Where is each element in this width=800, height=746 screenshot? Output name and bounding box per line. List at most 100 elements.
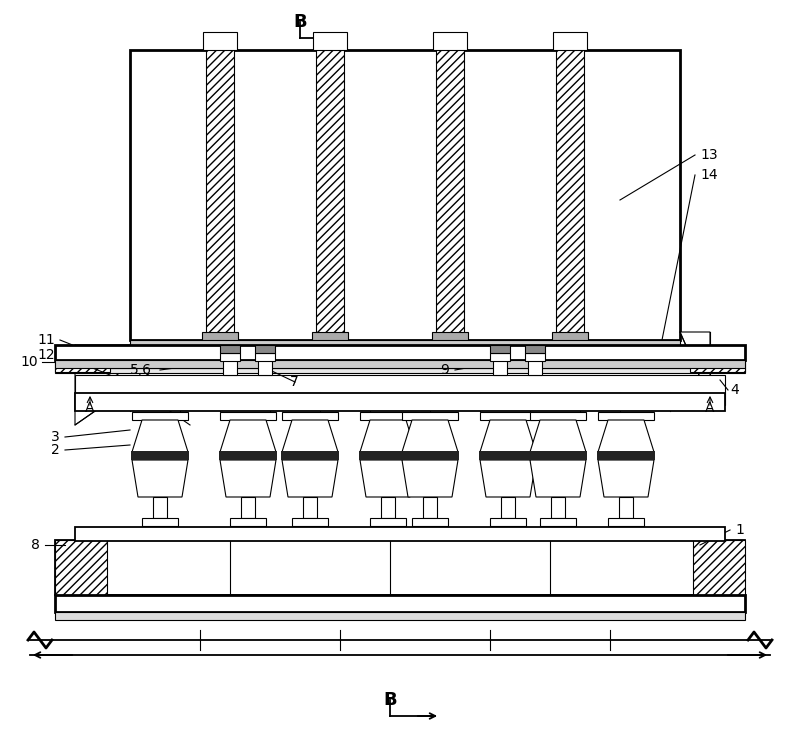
Bar <box>258 357 272 375</box>
Text: B: B <box>383 691 397 709</box>
Text: B: B <box>293 13 307 31</box>
Text: 12: 12 <box>38 348 55 362</box>
Polygon shape <box>360 420 416 452</box>
Bar <box>490 353 510 361</box>
Bar <box>219 451 277 460</box>
Bar <box>203 32 237 50</box>
Text: 9: 9 <box>440 363 449 377</box>
Polygon shape <box>282 420 338 452</box>
Bar <box>540 518 576 526</box>
Bar <box>55 368 745 373</box>
Polygon shape <box>402 460 458 497</box>
Polygon shape <box>598 420 654 452</box>
Bar <box>501 497 515 518</box>
Bar <box>55 540 745 595</box>
Polygon shape <box>282 460 338 497</box>
Bar <box>619 497 633 518</box>
Text: 11: 11 <box>38 333 55 347</box>
Polygon shape <box>132 420 188 452</box>
Text: 2: 2 <box>51 443 60 457</box>
Bar <box>316 45 344 345</box>
Text: 1: 1 <box>735 523 744 537</box>
Bar <box>282 412 338 420</box>
Bar <box>55 360 745 368</box>
Bar <box>75 375 725 393</box>
Polygon shape <box>75 345 190 425</box>
Bar <box>281 451 339 460</box>
Bar <box>359 451 417 460</box>
Bar <box>75 527 725 541</box>
Bar <box>241 497 255 518</box>
Bar <box>525 345 545 353</box>
Text: 4: 4 <box>730 383 738 397</box>
Bar <box>55 360 110 372</box>
Bar <box>479 451 537 460</box>
Bar <box>529 451 587 460</box>
Bar <box>401 451 459 460</box>
Bar <box>202 332 238 344</box>
Bar <box>292 518 328 526</box>
Bar <box>132 412 188 420</box>
Bar <box>480 412 536 420</box>
Bar <box>493 357 507 375</box>
Bar <box>75 393 725 405</box>
Bar <box>55 612 745 620</box>
Text: A: A <box>706 401 714 415</box>
Bar <box>433 32 467 50</box>
Bar <box>402 412 458 420</box>
Bar <box>423 497 437 518</box>
Polygon shape <box>680 332 710 400</box>
Bar <box>220 345 240 353</box>
Bar <box>142 518 178 526</box>
Bar <box>130 340 680 348</box>
Text: A: A <box>86 401 94 415</box>
Bar <box>220 353 240 361</box>
Text: 8: 8 <box>31 538 40 552</box>
Bar <box>490 345 510 353</box>
Bar <box>312 332 348 344</box>
Bar <box>436 45 464 345</box>
Bar <box>131 451 189 460</box>
Bar <box>432 332 468 344</box>
Text: 7: 7 <box>290 375 298 389</box>
Bar <box>412 518 448 526</box>
Bar <box>55 345 745 360</box>
Polygon shape <box>360 460 416 497</box>
Bar <box>693 540 745 595</box>
Bar <box>360 412 416 420</box>
Bar <box>303 497 317 518</box>
Bar <box>313 32 347 50</box>
Bar <box>55 540 107 595</box>
Polygon shape <box>132 460 188 497</box>
Bar <box>553 32 587 50</box>
Bar <box>525 353 545 361</box>
Bar <box>75 393 725 411</box>
Text: 13: 13 <box>700 148 718 162</box>
Bar <box>220 412 276 420</box>
Text: 5,6: 5,6 <box>130 363 152 377</box>
Bar <box>690 360 745 372</box>
Bar <box>598 412 654 420</box>
Polygon shape <box>402 420 458 452</box>
Bar <box>255 353 275 361</box>
Text: 3: 3 <box>51 430 60 444</box>
Bar <box>130 50 680 340</box>
Polygon shape <box>480 460 536 497</box>
Bar <box>597 451 655 460</box>
Text: 14: 14 <box>700 168 718 182</box>
Polygon shape <box>480 420 536 452</box>
Bar <box>255 345 275 353</box>
Bar <box>552 332 588 344</box>
Polygon shape <box>530 420 586 452</box>
Bar <box>528 357 542 375</box>
Bar <box>551 497 565 518</box>
Polygon shape <box>598 460 654 497</box>
Bar <box>370 518 406 526</box>
Bar <box>556 45 584 345</box>
Bar <box>381 497 395 518</box>
Bar <box>230 518 266 526</box>
Bar <box>490 518 526 526</box>
Bar <box>55 595 745 612</box>
Bar <box>608 518 644 526</box>
Bar <box>223 357 237 375</box>
